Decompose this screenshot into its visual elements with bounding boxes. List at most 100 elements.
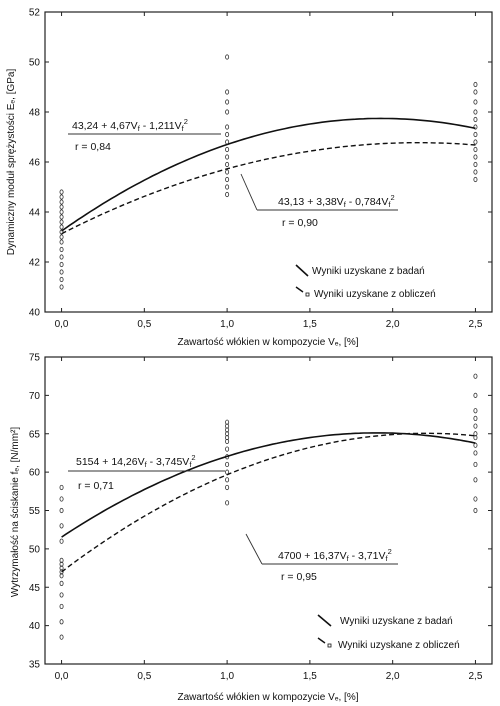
legend: Wyniki uzyskane z badań Wyniki uzyskane … [317,614,460,651]
data-point [59,189,64,195]
equation-1-label: 43,24 + 4,67Vf - 1,211Vf2 [72,117,188,133]
x-axis-label: Zawartość włókien w kompozycie Vₑ, [%] [178,337,359,348]
data-point [473,89,478,95]
data-point [225,146,230,153]
data-point [225,438,230,445]
chart-panel-2: 35 40 45 50 55 60 65 70 75 0,0 0,5 1,0 1,5 2,0 2,5 Wy… [10,353,493,703]
data-point [473,131,478,138]
x-tick-labels: 0,0 0,5 1,0 1,5 2,0 2,5 [55,671,483,682]
data-point [59,269,64,275]
y-tick-label: 44 [29,208,41,219]
data-point [225,131,230,138]
legend-dashed-swatch [317,637,326,644]
data-point [59,580,64,587]
y-tick-label: 75 [29,353,41,364]
x-tick-label: 1,0 [220,671,234,682]
data-point [225,54,230,60]
data-point [59,573,64,579]
data-point [59,484,64,491]
data-point [473,423,478,429]
data-point [225,99,230,105]
data-point [59,204,64,210]
data-point [473,496,478,502]
data-point [59,276,64,283]
equation-2-r: r = 0,90 [282,217,318,229]
y-tick-label: 60 [29,468,41,479]
data-point [59,194,64,200]
data-point [473,139,478,145]
series-1-curve [61,432,476,538]
x-tick-label: 0,0 [55,319,69,330]
data-point [473,176,478,183]
data-point [225,423,230,429]
data-point [225,191,230,198]
legend-item-calculated: Wyniki uzyskane z obliczeń [314,289,436,300]
data-point [473,415,478,421]
data-point [59,561,64,567]
data-point [225,109,230,115]
data-point [225,427,230,433]
y-tick-label: 42 [29,258,41,269]
data-point [59,209,64,215]
data-point [59,214,64,220]
data-point [225,461,230,468]
data-point [473,109,478,115]
x-tick-label: 2,5 [468,319,482,330]
data-point [225,500,230,506]
data-point [225,124,230,130]
data-point [59,569,64,575]
y-tick-label: 45 [29,583,41,594]
data-point [59,565,64,571]
x-axis-label: Zawartość włókien w kompozycie Vₑ, [%] [178,692,359,703]
equation-1-r: r = 0,84 [75,141,111,153]
legend-item-measured: Wyniki uzyskane z badań [340,616,453,627]
x-tick-label: 2,0 [386,319,400,330]
data-point [59,557,64,563]
plot-area-frame [44,11,493,313]
data-point [473,146,478,153]
data-point [225,184,230,190]
data-point [59,284,64,290]
equation-1-r: r = 0,71 [78,480,114,492]
data-point [473,442,478,448]
data-point [225,484,230,491]
data-point [59,619,64,625]
data-point [59,603,64,610]
equation-2-label: 4700 + 16,37Vf - 3,71Vf2 [278,547,392,563]
x-tick-label: 1,5 [303,671,317,682]
legend-solid-swatch [295,264,309,277]
legend-marker-swatch [327,643,332,648]
y-tick-label: 65 [29,429,41,440]
data-point [59,219,64,225]
data-point [59,239,64,245]
data-point [473,81,478,88]
x-tick-label: 0,5 [137,319,151,330]
data-point [473,116,478,123]
data-point [225,89,230,95]
y-tick-label: 50 [29,58,41,69]
data-point [473,461,478,468]
y-tick-label: 40 [29,621,41,632]
data-point [225,477,230,483]
data-point [225,434,230,441]
y-tick-label: 46 [29,158,41,169]
data-point [473,434,478,441]
data-point [473,477,478,483]
data-point [473,408,478,414]
data-point [225,161,230,168]
data-point [473,431,478,437]
series-2-curve [61,142,476,235]
y-tick-labels: 40 42 44 46 48 50 52 [29,8,41,319]
equation-2-pointer [240,173,258,211]
legend-dashed-swatch [295,286,304,293]
x-tick-label: 2,0 [386,671,400,682]
data-point [473,124,478,130]
y-tick-label: 35 [29,660,41,671]
data-point [59,523,64,529]
data-point [473,99,478,105]
data-point [59,538,64,544]
data-point [473,507,478,514]
legend-item-calculated: Wyniki uzyskane z obliczeń [338,640,460,651]
x-tick-label: 1,0 [220,319,234,330]
